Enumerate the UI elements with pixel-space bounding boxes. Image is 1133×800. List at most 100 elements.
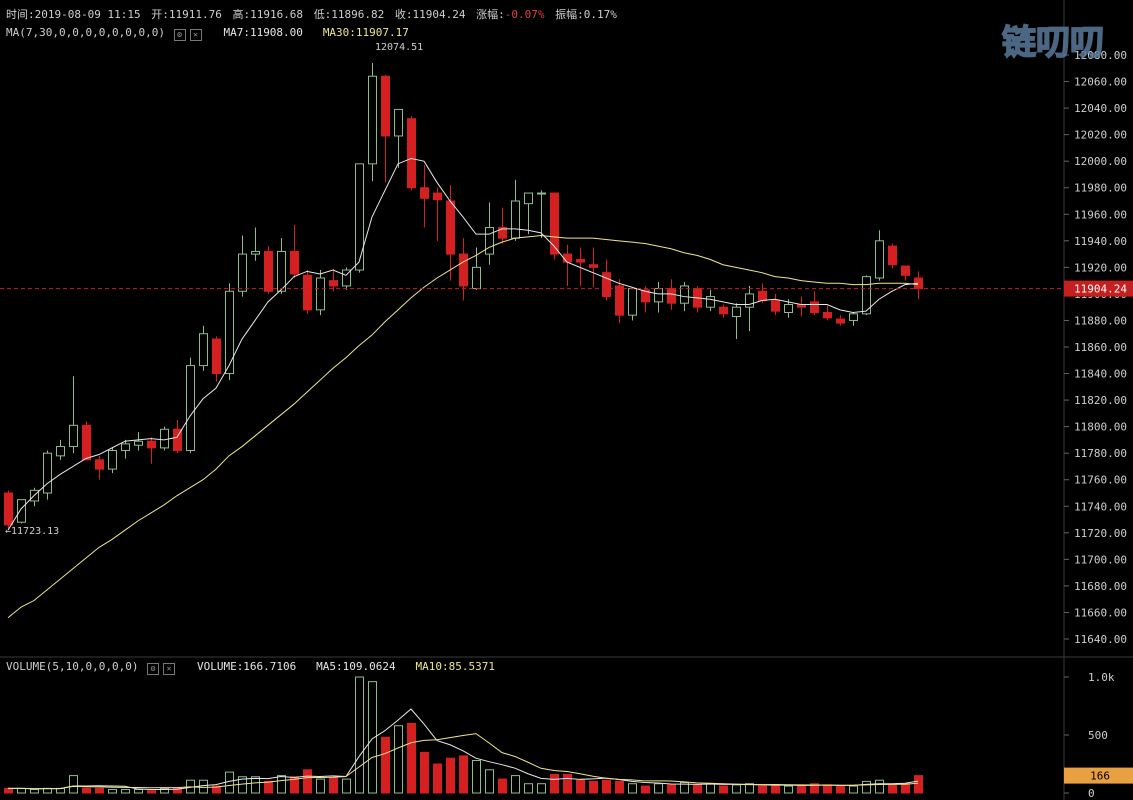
volume-bar xyxy=(719,785,728,794)
candle-body xyxy=(342,269,351,287)
volume-bar xyxy=(433,763,442,794)
volume-bar xyxy=(498,778,507,794)
price-tick-label: 12000.00 xyxy=(1074,155,1127,168)
volume-indicator-label: VOLUME(5,10,0,0,0,0) xyxy=(6,660,139,673)
volume-bar xyxy=(745,783,754,794)
candle-body xyxy=(849,313,858,321)
candle-body xyxy=(212,338,221,375)
candle-body xyxy=(368,75,377,165)
candle-body xyxy=(862,276,871,315)
candle-up xyxy=(875,230,884,281)
candle-body xyxy=(407,118,416,189)
candle-down xyxy=(407,116,416,191)
candle-down xyxy=(576,247,585,286)
candle-body xyxy=(173,428,182,452)
candle-body xyxy=(654,288,663,303)
last-volume-tag: 166 xyxy=(1064,767,1133,784)
volume-bar xyxy=(628,783,637,794)
candle-body xyxy=(277,250,286,292)
candle-up xyxy=(238,235,247,297)
candle-body xyxy=(251,250,260,255)
candle-body xyxy=(472,266,481,290)
volume-bar xyxy=(290,776,299,794)
volume-bar xyxy=(563,773,572,794)
candle-body xyxy=(628,288,637,316)
candle-down xyxy=(290,224,299,278)
candle-body xyxy=(784,304,793,313)
volume-value: VOLUME:166.7106 xyxy=(196,660,297,673)
price-tick-label: 11820.00 xyxy=(1074,394,1127,407)
candle-body xyxy=(667,288,676,304)
candle-body xyxy=(901,265,910,276)
volume-bar xyxy=(862,780,871,794)
price-indicator-bar: MA(7,30,0,0,0,0,0,0,0,0) ⚙ ✕ MA7:11908.00… xyxy=(6,26,409,41)
candle-body xyxy=(563,253,572,263)
volume-bar xyxy=(303,769,312,794)
candle-up xyxy=(17,499,26,524)
high-marker: 12074.51 xyxy=(375,42,423,53)
volume-bar xyxy=(550,773,559,794)
volume-bar xyxy=(199,779,208,794)
volume-bar xyxy=(277,775,286,794)
candle-body xyxy=(524,192,533,205)
watermark-text: 链叨叨 xyxy=(1002,23,1104,62)
candle-body xyxy=(147,440,156,449)
candle-body xyxy=(43,452,52,494)
volume-bar xyxy=(758,785,767,794)
settings-icon[interactable]: ⚙ xyxy=(173,29,186,41)
price-tick-label: 11660.00 xyxy=(1074,606,1127,619)
volume-bar xyxy=(316,778,325,794)
volume-bar xyxy=(641,785,650,794)
volume-indicator-bar: VOLUME(5,10,0,0,0,0) ⚙ ✕ VOLUME:166.7106 … xyxy=(6,660,495,675)
candle-down xyxy=(823,305,832,321)
ma7-value: MA7:11908.00 xyxy=(223,26,303,39)
candle-body xyxy=(433,192,442,201)
candle-up xyxy=(537,190,546,239)
settings-icon[interactable]: ⚙ xyxy=(147,663,160,675)
volume-bar xyxy=(485,769,494,794)
candle-up xyxy=(199,325,208,371)
candle-body xyxy=(576,258,585,263)
volume-bar xyxy=(602,779,611,794)
candle-body xyxy=(186,365,195,452)
volume-bar xyxy=(329,777,338,794)
close-readout: 收:11904.24 xyxy=(394,8,466,21)
price-tick-label: 11720.00 xyxy=(1074,527,1127,540)
candle-up xyxy=(706,289,715,312)
candle-up xyxy=(108,447,117,474)
volume-bar xyxy=(30,789,39,794)
candle-body xyxy=(225,290,234,375)
watermark-logo: 链叨叨 xyxy=(1001,22,1105,62)
candle-down xyxy=(147,437,156,464)
volume-bar xyxy=(407,722,416,794)
volume-bar xyxy=(264,780,273,794)
close-icon[interactable]: ✕ xyxy=(163,663,176,675)
candle-body xyxy=(550,192,559,255)
price-indicator-label: MA(7,30,0,0,0,0,0,0,0,0) xyxy=(6,26,165,39)
volume-bar xyxy=(459,755,468,794)
price-tick-label: 12060.00 xyxy=(1074,76,1127,89)
volume-bar xyxy=(69,775,78,794)
volume-bar xyxy=(537,783,546,794)
volume-bar xyxy=(173,787,182,794)
price-tick-label: 11840.00 xyxy=(1074,368,1127,381)
candle-up xyxy=(316,270,325,316)
candle-up xyxy=(342,267,351,290)
candle-body xyxy=(303,274,312,311)
volume-ma-lines xyxy=(8,708,919,791)
volume-bar xyxy=(368,681,377,794)
close-icon[interactable]: ✕ xyxy=(189,29,202,41)
candle-up xyxy=(524,192,533,235)
high-readout: 高:11916.68 xyxy=(232,8,304,21)
price-tick-label: 11740.00 xyxy=(1074,500,1127,513)
candle-body xyxy=(264,250,273,292)
candle-body xyxy=(420,187,429,199)
volume-bar xyxy=(680,782,689,794)
candle-body xyxy=(134,440,143,446)
candle-down xyxy=(329,268,338,292)
candle-down xyxy=(212,336,221,382)
volume-ma10-value: MA10:85.5371 xyxy=(415,660,496,673)
candle-body xyxy=(238,253,247,292)
candle-body xyxy=(381,75,390,137)
